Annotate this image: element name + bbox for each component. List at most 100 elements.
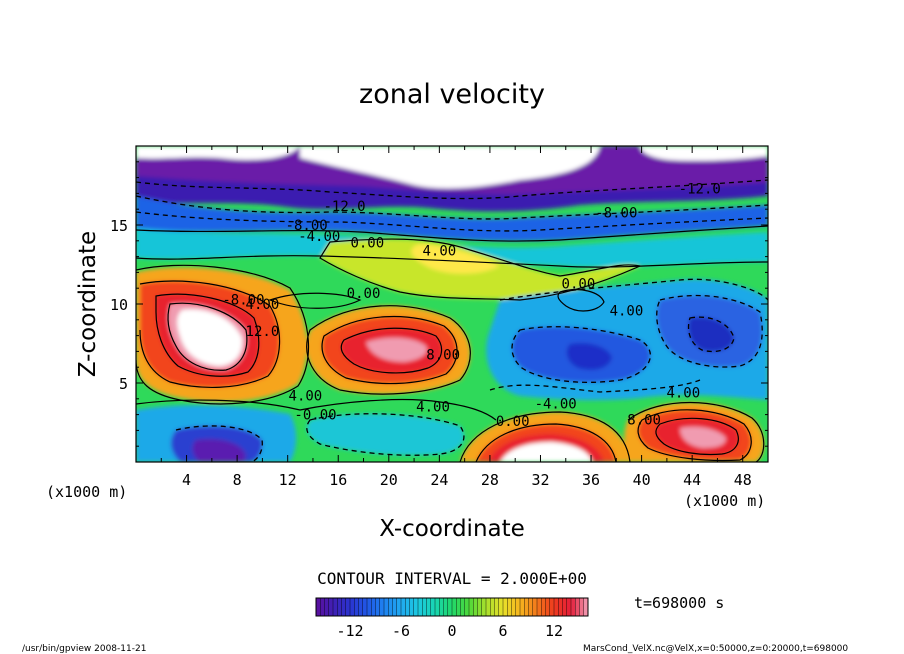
colorbar-swatch <box>515 598 521 616</box>
contour-label: -8.00 <box>286 218 328 234</box>
x-tick-label: 4 <box>182 471 191 489</box>
colorbar-swatch <box>554 598 559 616</box>
contour-line <box>136 255 768 268</box>
blue-bottom-left-deep <box>192 438 246 462</box>
colorbar-swatch <box>532 598 538 616</box>
colorbar-swatch <box>469 598 474 616</box>
colorbar-swatch <box>367 598 372 616</box>
y-axis-label: Z-coordinate <box>75 231 101 377</box>
colorbar-swatch <box>443 598 449 616</box>
colorbar-swatch <box>341 598 347 616</box>
out-of-range-top-2 <box>300 146 600 189</box>
colorbar-swatch <box>477 598 483 616</box>
contour-labels: -12.0-12.0-8.00-8.00-4.00 0.00 4.000.004.0… <box>222 182 720 430</box>
time-label: t=698000 s <box>634 594 724 612</box>
contour-label: 0.00 <box>347 286 381 302</box>
colorbar-swatch <box>524 598 529 616</box>
colorbar-swatch <box>371 598 376 616</box>
colorbar-swatch <box>494 598 500 616</box>
blue-region-right-deep <box>566 342 612 370</box>
colorbar-swatch <box>473 598 478 616</box>
colorbar-swatch <box>456 598 461 616</box>
colorbar-swatch <box>392 598 398 616</box>
colorbar-swatch <box>558 598 563 616</box>
contour-label: 4.00 <box>246 297 280 313</box>
x-tick-label: 12 <box>279 471 297 489</box>
contour-label: -4.00 <box>298 229 340 245</box>
contour-line <box>340 327 443 374</box>
colorbar-swatch <box>460 598 466 616</box>
x-tick-label: 48 <box>734 471 752 489</box>
colorbar-swatch <box>566 598 572 616</box>
colorbar-swatch <box>362 598 368 616</box>
contour-line <box>475 423 617 462</box>
contour-line <box>321 315 458 385</box>
blob-bottom-center-peak <box>500 442 592 462</box>
contour-lines <box>136 225 768 462</box>
y-tick-label: 5 <box>119 375 128 393</box>
colorbar-tick-label: 12 <box>545 622 563 640</box>
y-axis-ticks: 5 10 15 <box>110 161 768 447</box>
dashed-contour-line <box>489 379 701 393</box>
colorbar-swatch <box>541 598 546 616</box>
colorbar-swatch <box>354 598 359 616</box>
colorbar-swatch <box>447 598 453 616</box>
footer-right: MarsCond_VelX.nc@VelX,x=0:50000,z=0:2000… <box>583 644 848 654</box>
colorbar-swatch <box>579 598 585 616</box>
colorbar-tick-label: -12 <box>336 622 363 640</box>
colorbar-swatch <box>545 598 551 616</box>
x-axis-ticks: 4 8 12 16 20 24 28 32 36 40 44 48 <box>160 146 752 489</box>
dashed-contour-line <box>511 326 652 384</box>
contour-label: 4.00 <box>289 389 323 405</box>
contour-label: 8.00 <box>627 412 661 428</box>
z-unit-label: (x1000 m) <box>684 492 765 510</box>
colorbar-swatch <box>575 598 580 616</box>
colorbar-swatch <box>422 598 427 616</box>
x-tick-label: 32 <box>531 471 549 489</box>
x-unit-label: (x1000 m) <box>46 483 127 501</box>
colorbar-swatch <box>481 598 487 616</box>
x-tick-label: 24 <box>430 471 448 489</box>
colorbar-swatch <box>384 598 389 616</box>
colorbar-swatch <box>528 598 534 616</box>
contour-label: 8.00 <box>426 348 460 364</box>
x-tick-label: 28 <box>481 471 499 489</box>
contour-line <box>637 409 752 462</box>
contour-label: -12.0 <box>323 199 365 215</box>
x-tick-label: 44 <box>683 471 701 489</box>
dashed-contour-lines <box>136 179 768 462</box>
colorbar-tick-label: -6 <box>392 622 410 640</box>
colorbar-swatch <box>405 598 410 616</box>
colorbar-swatch <box>328 598 334 616</box>
x-tick-label: 40 <box>633 471 651 489</box>
dashed-contour-line <box>687 316 735 353</box>
colorbar-swatch <box>413 598 419 616</box>
colorbar-swatch <box>490 598 495 616</box>
contour-label: 0.00 <box>562 276 596 292</box>
dashed-contour-line <box>136 211 768 232</box>
y-tick-label: 10 <box>110 296 128 314</box>
cyan-bottom-middle <box>306 413 464 456</box>
colorbar-swatch <box>503 598 508 616</box>
colorbar-swatch <box>401 598 406 616</box>
velocity-field <box>136 146 768 462</box>
contour-line <box>306 305 471 395</box>
dashed-contour-line <box>136 179 768 200</box>
contour-label: -0.00 <box>294 408 336 424</box>
colorbar-swatch <box>452 598 457 616</box>
blob-left-peak <box>177 309 243 366</box>
x-tick-label: 8 <box>233 471 242 489</box>
colorbar-swatch <box>464 598 470 616</box>
contour-label: 0.00 <box>496 414 530 430</box>
colorbar-tick-label: 6 <box>498 622 507 640</box>
contour-label: 4.00 <box>416 400 450 416</box>
contour-label: -8.00 <box>222 292 264 308</box>
dashed-contour-line <box>656 294 763 368</box>
colorbar-swatch <box>409 598 415 616</box>
colorbar-ticks: -12 -6 0 6 12 <box>336 622 563 640</box>
colorbar-swatch <box>320 598 325 616</box>
colorbar-swatch <box>507 598 512 616</box>
plot-area <box>136 146 768 462</box>
contour-label: 4.00 <box>666 385 700 401</box>
blob-mid-pink <box>366 337 427 362</box>
